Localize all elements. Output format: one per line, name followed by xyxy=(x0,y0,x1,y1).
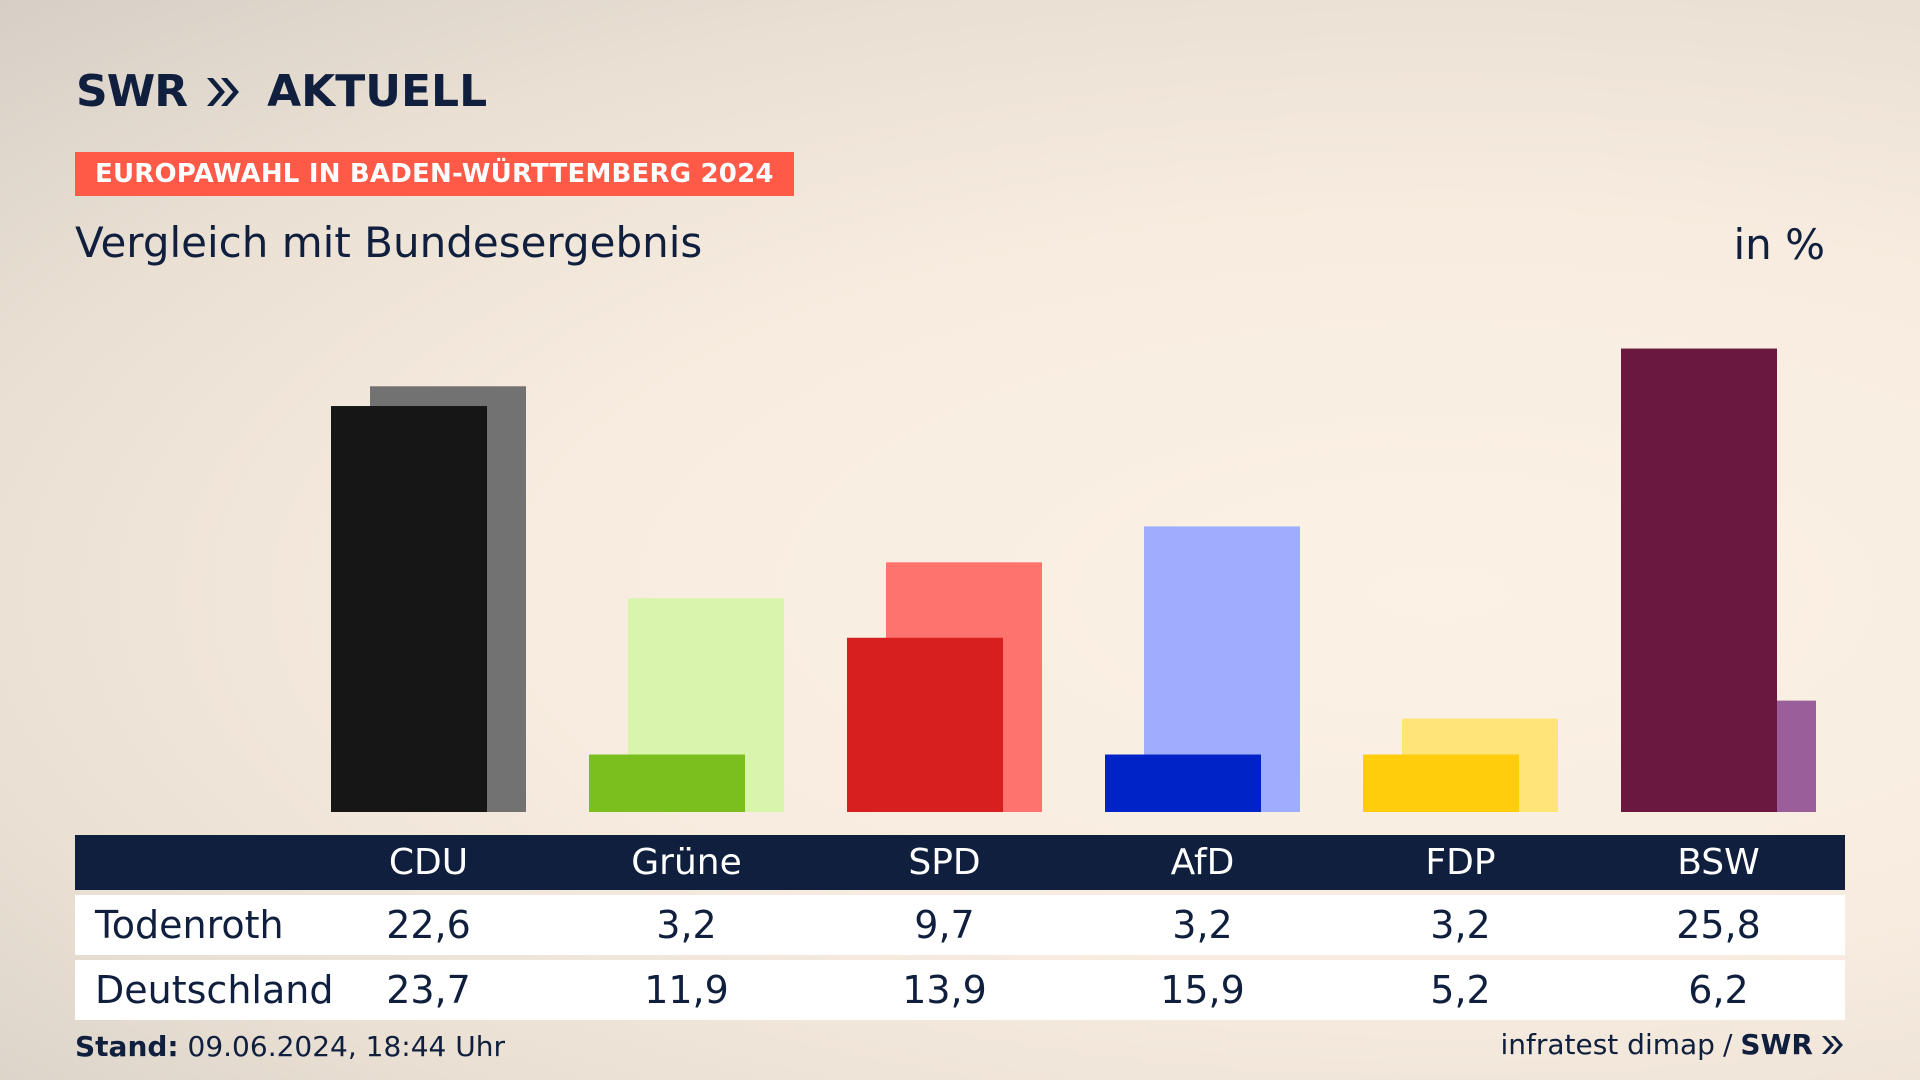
logo-aktuell-text: AKTUELL xyxy=(267,66,488,117)
value-cell-todenroth-cdu: 22,6 xyxy=(386,903,471,947)
bar-todenroth-spd xyxy=(847,637,1003,812)
value-cell-deutschland-cdu: 23,7 xyxy=(386,968,471,1012)
timestamp: Stand: 09.06.2024, 18:44 Uhr xyxy=(75,1030,505,1063)
value-cell-deutschland-spd: 13,9 xyxy=(902,968,987,1012)
stand-label: Stand: xyxy=(75,1030,179,1063)
bar-todenroth-fdp xyxy=(1363,754,1519,812)
value-cell-todenroth-fdp: 3,2 xyxy=(1430,903,1491,947)
footer-swr-logo: SWR xyxy=(1740,1028,1813,1061)
bar-todenroth-bsw xyxy=(1621,348,1777,812)
source-credit: infratest dimap / SWR xyxy=(1500,1028,1845,1061)
unit-label: in % xyxy=(1733,220,1825,269)
column-header-afd: AfD xyxy=(1170,842,1235,883)
chart-subtitle: Vergleich mit Bundesergebnis xyxy=(75,218,703,267)
value-cell-todenroth-afd: 3,2 xyxy=(1172,903,1233,947)
source-name: infratest dimap xyxy=(1500,1028,1715,1061)
table-header: CDU Grüne SPD AfD FDP BSW xyxy=(75,835,1845,890)
bar-todenroth-cdu xyxy=(331,406,487,812)
value-cell-deutschland-fdp: 5,2 xyxy=(1430,968,1491,1012)
column-header-cdu: CDU xyxy=(388,842,469,883)
table-row: Deutschland 23,7 11,9 13,9 15,9 5,2 6,2 xyxy=(75,960,1845,1020)
bar-todenroth-gruene xyxy=(589,754,745,812)
column-header-spd: SPD xyxy=(908,842,981,883)
value-cell-deutschland-afd: 15,9 xyxy=(1160,968,1245,1012)
chevron-right-double-icon xyxy=(207,77,240,106)
bar-todenroth-afd xyxy=(1105,754,1261,812)
source-separator: / xyxy=(1722,1028,1733,1061)
row-label-todenroth: Todenroth xyxy=(95,903,284,947)
bar-chart xyxy=(331,348,1816,812)
swr-aktuell-logo: SWR AKTUELL xyxy=(76,66,487,117)
value-cell-todenroth-bsw: 25,8 xyxy=(1676,903,1761,947)
stand-value: 09.06.2024, 18:44 Uhr xyxy=(187,1030,505,1063)
logo-swr-text: SWR xyxy=(76,66,188,117)
results-table: CDU Grüne SPD AfD FDP BSW Todenroth 22,6 3,2 9,… xyxy=(75,835,1845,1020)
column-header-bsw: BSW xyxy=(1677,842,1760,883)
row-label-deutschland: Deutschland xyxy=(95,968,334,1012)
chevron-right-double-icon xyxy=(1822,1035,1843,1054)
value-cell-todenroth-spd: 9,7 xyxy=(914,903,975,947)
value-cell-todenroth-gruene: 3,2 xyxy=(656,903,717,947)
election-badge: EUROPAWAHL IN BADEN-WÜRTTEMBERG 2024 xyxy=(75,152,794,196)
table-row: Todenroth 22,6 3,2 9,7 3,2 3,2 25,8 xyxy=(75,895,1845,955)
value-cell-deutschland-gruene: 11,9 xyxy=(644,968,729,1012)
column-header-fdp: FDP xyxy=(1425,842,1496,883)
value-cell-deutschland-bsw: 6,2 xyxy=(1688,968,1749,1012)
column-header-gruene: Grüne xyxy=(631,842,742,883)
